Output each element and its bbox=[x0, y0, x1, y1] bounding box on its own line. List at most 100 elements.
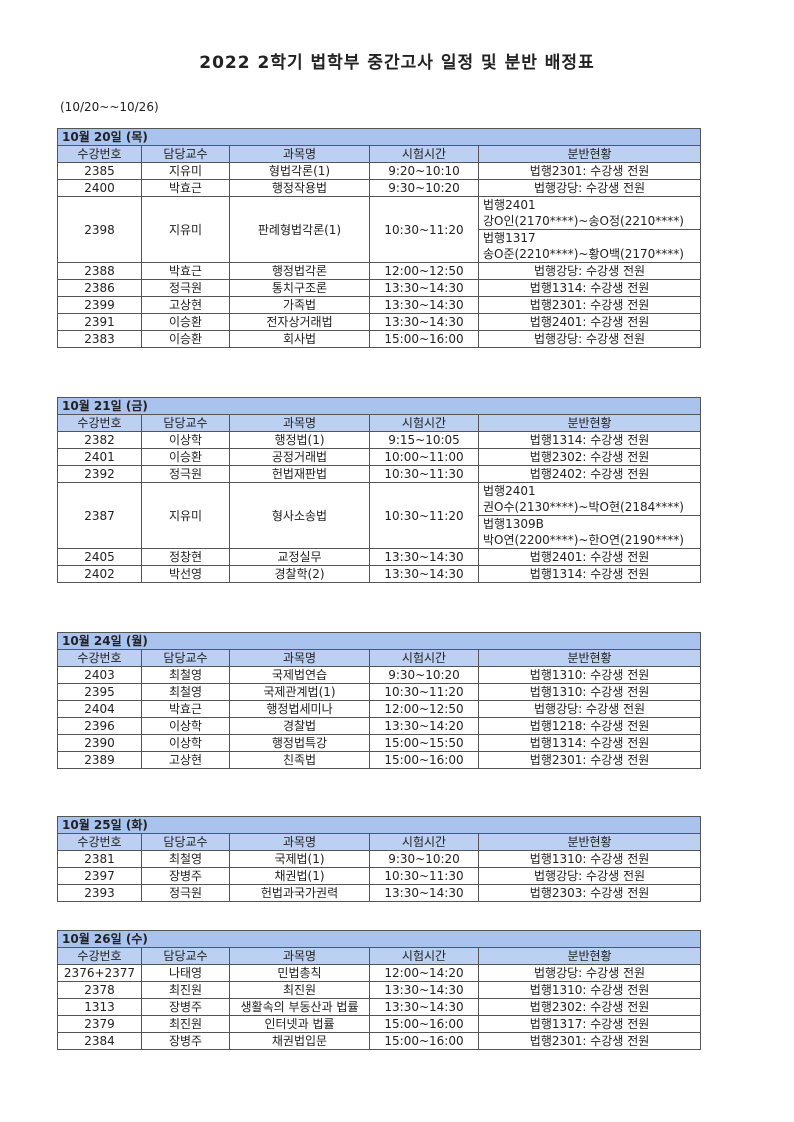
column-header: 수강번호 bbox=[57, 833, 142, 851]
course-number: 2389 bbox=[57, 751, 142, 769]
course-number: 2378 bbox=[57, 981, 142, 999]
room-assignment: 법행강당: 수강생 전원 bbox=[477, 262, 702, 280]
exam-time: 12:00~12:50 bbox=[369, 262, 479, 280]
course-number: 1313 bbox=[57, 998, 142, 1016]
course-name: 채권법입문 bbox=[229, 1032, 370, 1050]
exam-time: 9:30~10:20 bbox=[369, 850, 479, 868]
course-name: 통치구조론 bbox=[229, 279, 370, 297]
room-assignment: 법행1310: 수강생 전원 bbox=[477, 981, 702, 999]
exam-time: 13:30~14:30 bbox=[369, 884, 479, 902]
professor: 최진원 bbox=[141, 1015, 230, 1033]
professor: 장병주 bbox=[141, 998, 230, 1016]
column-header: 분반현황 bbox=[477, 947, 702, 965]
course-name: 최진원 bbox=[229, 981, 370, 999]
exam-time: 12:00~12:50 bbox=[369, 700, 479, 718]
column-header: 시험시간 bbox=[369, 833, 479, 851]
course-name: 행정법(1) bbox=[229, 431, 370, 449]
course-number: 2387 bbox=[57, 482, 142, 549]
professor: 지유미 bbox=[141, 162, 230, 180]
professor: 이승환 bbox=[141, 330, 230, 348]
professor: 이상학 bbox=[141, 717, 230, 735]
student-range: 강O인(2170****)~송O정(2210****) bbox=[483, 214, 684, 228]
schedule-table: 10월 25일 (화) 수강번호 담당교수 과목명 시험시간 분반현황 2381 최철영 국제법… bbox=[56, 816, 702, 902]
exam-time: 13:30~14:30 bbox=[369, 313, 479, 331]
course-number: 2386 bbox=[57, 279, 142, 297]
column-header: 수강번호 bbox=[57, 649, 142, 667]
course-name: 헌법과국가권력 bbox=[229, 884, 370, 902]
course-number: 2396 bbox=[57, 717, 142, 735]
exam-time: 13:30~14:30 bbox=[369, 565, 479, 583]
exam-time: 10:30~11:30 bbox=[369, 465, 479, 483]
room-assignment: 법행1309B 박O연(2200****)~한O연(2190****) bbox=[477, 515, 702, 549]
room-assignment: 법행2301: 수강생 전원 bbox=[477, 162, 702, 180]
column-header: 시험시간 bbox=[369, 414, 479, 432]
date-heading: 10월 21일 (금) bbox=[56, 397, 702, 415]
exam-time: 15:00~16:00 bbox=[369, 330, 479, 348]
table-row: 2402 박선영 경찰학(2) 13:30~14:30 법행1314: 수강생 전원 bbox=[57, 565, 702, 583]
course-number: 2391 bbox=[57, 313, 142, 331]
course-name: 경찰학(2) bbox=[229, 565, 370, 583]
exam-time: 13:30~14:30 bbox=[369, 279, 479, 297]
table-row: 2392 정극원 헌법재판법 10:30~11:30 법행2402: 수강생 전원 bbox=[57, 465, 702, 483]
student-range: 권O수(2130****)~박O현(2184****) bbox=[483, 500, 684, 514]
table-row: 2384 장병주 채권법입문 15:00~16:00 법행2301: 수강생 전원 bbox=[57, 1032, 702, 1050]
course-name: 행정법세미나 bbox=[229, 700, 370, 718]
exam-time: 10:30~11:30 bbox=[369, 867, 479, 885]
column-header: 분반현황 bbox=[477, 833, 702, 851]
room: 법행2401 bbox=[483, 484, 536, 498]
professor: 장병주 bbox=[141, 867, 230, 885]
table-row: 2382 이상학 행정법(1) 9:15~10:05 법행1314: 수강생 전원 bbox=[57, 431, 702, 449]
table-row: 2399 고상현 가족법 13:30~14:30 법행2301: 수강생 전원 bbox=[57, 296, 702, 314]
room-assignment: 법행2303: 수강생 전원 bbox=[477, 884, 702, 902]
course-number: 2392 bbox=[57, 465, 142, 483]
table-row: 2403 최철영 국제법연습 9:30~10:20 법행1310: 수강생 전원 bbox=[57, 666, 702, 684]
room-assignment: 법행2301: 수강생 전원 bbox=[477, 296, 702, 314]
professor: 이상학 bbox=[141, 431, 230, 449]
exam-time: 13:30~14:30 bbox=[369, 548, 479, 566]
professor: 박효근 bbox=[141, 179, 230, 197]
course-name: 친족법 bbox=[229, 751, 370, 769]
course-name: 행정법특강 bbox=[229, 734, 370, 752]
professor: 최철영 bbox=[141, 683, 230, 701]
column-header: 수강번호 bbox=[57, 414, 142, 432]
course-number: 2398 bbox=[57, 196, 142, 263]
column-header: 수강번호 bbox=[57, 947, 142, 965]
column-header: 시험시간 bbox=[369, 649, 479, 667]
table-row: 법행1317 송O준(2210****)~황O백(2170****) bbox=[58, 229, 702, 263]
room-assignment: 법행2401 강O인(2170****)~송O정(2210****) bbox=[477, 196, 702, 230]
table-row: 2401 이승환 공정거래법 10:00~11:00 법행2302: 수강생 전원 bbox=[57, 448, 702, 466]
exam-time: 12:00~14:20 bbox=[369, 964, 479, 982]
table-row: 법행1309B 박O연(2200****)~한O연(2190****) bbox=[58, 515, 702, 549]
course-name: 국제관계법(1) bbox=[229, 683, 370, 701]
room-assignment: 법행강당: 수강생 전원 bbox=[477, 330, 702, 348]
column-header: 과목명 bbox=[229, 414, 370, 432]
course-name: 행정법각론 bbox=[229, 262, 370, 280]
professor: 장병주 bbox=[141, 1032, 230, 1050]
course-name: 판례형법각론(1) bbox=[229, 196, 370, 263]
room-assignment: 법행1317 송O준(2210****)~황O백(2170****) bbox=[477, 229, 702, 263]
course-number: 2384 bbox=[57, 1032, 142, 1050]
room-assignment: 법행1314: 수강생 전원 bbox=[477, 734, 702, 752]
column-header: 과목명 bbox=[229, 833, 370, 851]
table-row: 2383 이승환 회사법 15:00~16:00 법행강당: 수강생 전원 bbox=[57, 330, 702, 348]
table-row: 2389 고상현 친족법 15:00~16:00 법행2301: 수강생 전원 bbox=[57, 751, 702, 769]
column-header: 과목명 bbox=[229, 947, 370, 965]
table-row: 2376+2377 나태영 민법총칙 12:00~14:20 법행강당: 수강생 전원 bbox=[57, 964, 702, 982]
course-number: 2397 bbox=[57, 867, 142, 885]
date-range: (10/20~~10/26) bbox=[60, 100, 159, 114]
schedule-table: 10월 24일 (월) 수강번호 담당교수 과목명 시험시간 분반현황 2403 최철영 국제법… bbox=[56, 632, 702, 769]
room-assignment: 법행2401: 수강생 전원 bbox=[477, 313, 702, 331]
room-assignment: 법행강당: 수강생 전원 bbox=[477, 964, 702, 982]
table-row: 2398 지유미 판례형법각론(1) 10:30~11:20 법행2401 강O인(217… bbox=[57, 196, 702, 263]
room-assignment: 법행1314: 수강생 전원 bbox=[477, 565, 702, 583]
table-row: 2390 이상학 행정법특강 15:00~15:50 법행1314: 수강생 전원 bbox=[57, 734, 702, 752]
column-header: 수강번호 bbox=[57, 145, 142, 163]
room: 법행2401 bbox=[483, 198, 536, 212]
exam-time: 10:30~11:20 bbox=[369, 683, 479, 701]
course-number: 2388 bbox=[57, 262, 142, 280]
room-assignment: 법행2402: 수강생 전원 bbox=[477, 465, 702, 483]
table-row: 2405 정창현 교정실무 13:30~14:30 법행2401: 수강생 전원 bbox=[57, 548, 702, 566]
professor: 나태영 bbox=[141, 964, 230, 982]
column-header: 분반현황 bbox=[477, 649, 702, 667]
room-assignment: 법행강당: 수강생 전원 bbox=[477, 867, 702, 885]
